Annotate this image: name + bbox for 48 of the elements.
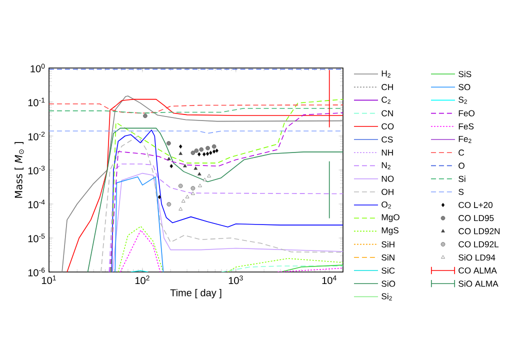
legend-label: C (458, 150, 464, 156)
legend-label: SiN (382, 254, 394, 261)
y-tick-label: 10$^{-4}$ (28, 200, 45, 208)
y-tick-label: 10$^{-1}$ (28, 98, 45, 106)
legend-label: CO (382, 123, 394, 130)
legend-label: SiC (382, 267, 395, 274)
y-tick-label: 10$^{-3}$ (28, 166, 45, 174)
legend-label: SiO ALMA (458, 280, 498, 287)
legend-label: CO L+20 (458, 202, 493, 208)
legend-label: SiO LD94 (458, 254, 496, 261)
legend-label: MgS (382, 227, 398, 236)
legend-label: N$_{2}$ (382, 162, 390, 170)
legend-label: SiS (458, 70, 472, 78)
y-tick-label: 10$^{-6}$ (28, 268, 45, 276)
legend-label: CN (382, 110, 393, 116)
legend-label: FeS (458, 123, 474, 130)
legend-label: CO LD92N (458, 228, 500, 234)
legend-label: SiO (382, 280, 396, 287)
y-tick-label: 10$^{-2}$ (28, 132, 45, 140)
y-tick-label: 10$^{-5}$ (28, 234, 45, 242)
legend-label: Fe$_{2}$ (458, 136, 472, 144)
legend-label: Si (458, 176, 466, 182)
x-tick-label: 10$^{2}$ (135, 276, 150, 284)
legend-label: NO (382, 176, 394, 182)
legend-label: Si$_{2}$ (382, 293, 392, 300)
legend-label: FeO (458, 110, 475, 116)
legend-label: CH (382, 84, 393, 90)
legend-label: SO (458, 84, 470, 90)
legend-label: O (458, 162, 464, 169)
y-axis-title: Mass [ M$_{⊙}$ ] (14, 142, 24, 198)
legend-label: S$_{2}$ (458, 96, 467, 104)
legend-label: CO LD92L (458, 241, 499, 248)
legend-label: H$_{2}$ (382, 70, 390, 78)
x-tick-label: 10$^{4}$ (322, 276, 336, 284)
legend-label: S (458, 188, 464, 195)
legend-label: MgO (382, 214, 400, 222)
y-tick-label: 10$^{0}$ (30, 64, 45, 72)
legend-label: OH (382, 188, 394, 195)
x-axis-title: Time [ day ] (170, 288, 222, 298)
legend-label: O$_{2}$ (382, 201, 391, 209)
legend-label: CO ALMA (458, 267, 497, 274)
x-tick-label: 10$^{1}$ (42, 276, 56, 284)
legend-label: NH (382, 150, 393, 156)
x-tick-label: 10$^{3}$ (228, 276, 243, 284)
legend-label: SiH (382, 241, 394, 248)
legend-label: CO LD95 (458, 215, 494, 222)
legend-label: CS (382, 136, 393, 143)
legend-label: C$_{2}$ (382, 96, 390, 104)
